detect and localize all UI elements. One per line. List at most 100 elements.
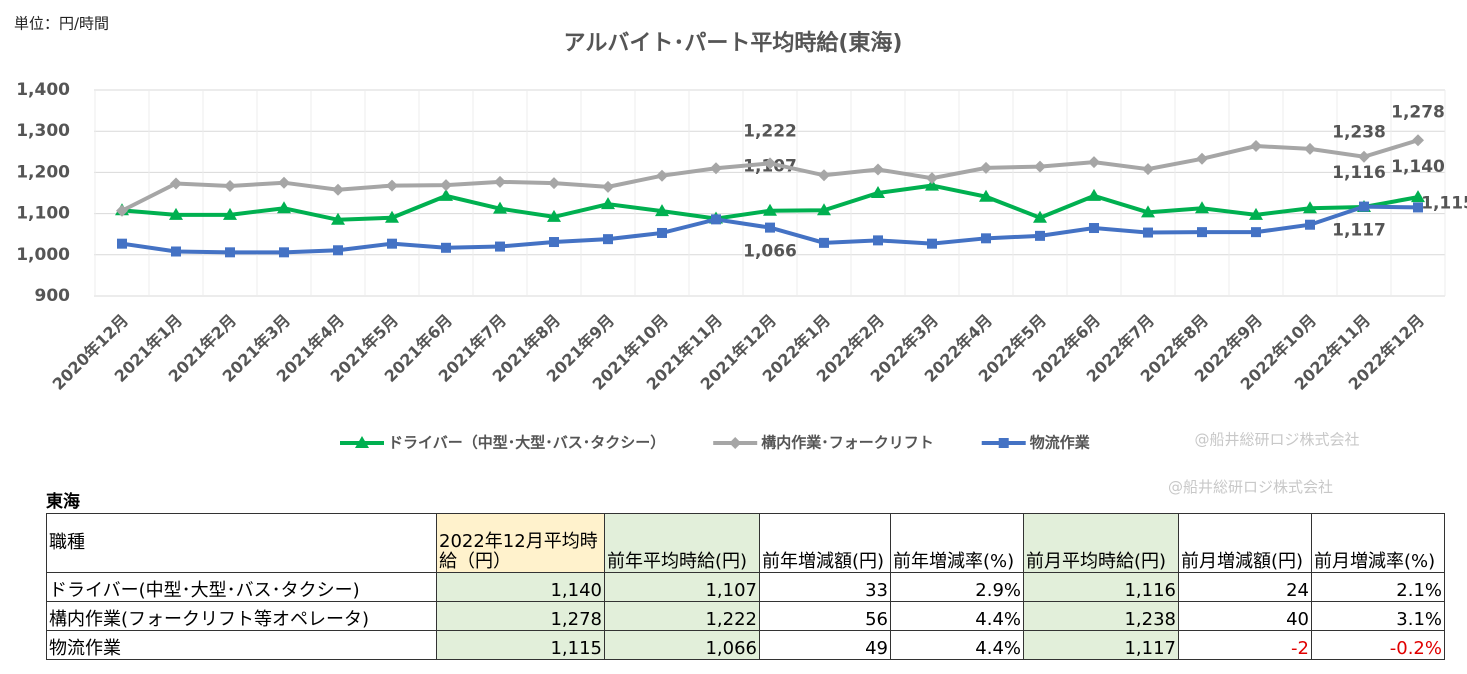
marker [1034, 160, 1046, 173]
table-cell: 56 [759, 601, 891, 631]
marker [765, 222, 775, 233]
table-cell: 49 [759, 630, 891, 660]
chart-title: アルバイト･パート平均時給(東海) [564, 30, 903, 56]
marker [1087, 188, 1101, 201]
table-cell: 前月増減率(%) [1311, 513, 1445, 573]
marker [277, 201, 291, 214]
marker [655, 204, 669, 217]
y-tick-label: 1,200 [16, 162, 70, 182]
marker [656, 169, 668, 182]
table-cell: 24 [1178, 572, 1312, 602]
marker [1305, 219, 1315, 230]
marker [170, 177, 182, 190]
marker [169, 207, 183, 220]
marker [1250, 140, 1262, 153]
marker [1249, 207, 1263, 220]
marker [279, 247, 289, 258]
marker [333, 245, 343, 256]
marker [495, 241, 505, 252]
marker [332, 183, 344, 196]
marker [1358, 150, 1370, 163]
marker [1033, 210, 1047, 223]
marker [657, 227, 667, 238]
marker [117, 238, 127, 249]
table-cell: 40 [1178, 601, 1312, 631]
marker [440, 179, 452, 192]
marker [116, 204, 128, 217]
marker [764, 157, 776, 170]
data-label: 1,140 [1391, 157, 1445, 177]
marker [1035, 230, 1045, 241]
table-cell: 物流作業 [46, 630, 437, 660]
data-label: 1,278 [1391, 102, 1445, 122]
data-label: 1,222 [743, 121, 797, 141]
data-label: 1,117 [1332, 221, 1386, 241]
marker [1089, 223, 1099, 234]
table-cell: 前年平均時給(円) [604, 513, 760, 573]
marker [331, 212, 345, 225]
table-row: 物流作業 1,115 1,066 49 4.4% 1,117 -2 -0.2% [46, 630, 1445, 660]
region-title: 東海 [46, 492, 80, 512]
marker [549, 237, 559, 248]
table-row: 職種 2022年12月平均時給（円） 前年平均時給(円) 前年増減額(円) 前年増減率(… [46, 513, 1445, 573]
table-cell: 4.4% [890, 601, 1024, 631]
y-tick-label: 1,100 [16, 204, 70, 224]
data-label: 1,115 [1421, 193, 1467, 213]
marker [548, 177, 560, 190]
marker [225, 247, 235, 258]
legend-label: ドライバー（中型･大型･バス･タクシー） [388, 434, 665, 452]
table-cell: 1,278 [436, 601, 605, 631]
marker [872, 163, 884, 176]
table-cell: -0.2% [1311, 630, 1445, 660]
legend-label: 構内作業･フォークリフト [761, 434, 934, 452]
table-cell: 2.1% [1311, 572, 1445, 602]
table-cell: 3.1% [1311, 601, 1445, 631]
table-cell: 33 [759, 572, 891, 602]
marker [998, 438, 1009, 448]
marker [1359, 201, 1369, 212]
marker [979, 189, 993, 202]
table-cell: 1,140 [436, 572, 605, 602]
table-cell: 1,222 [604, 601, 760, 631]
watermark: @船井総研ロジ株式会社 [1194, 431, 1359, 449]
table-cell: 1,107 [604, 572, 760, 602]
marker [1251, 227, 1261, 238]
marker [439, 188, 453, 201]
data-label: 1,066 [743, 242, 797, 262]
marker [441, 242, 451, 253]
marker [926, 172, 938, 185]
marker [873, 235, 883, 246]
marker [729, 437, 742, 449]
table-cell: 1,238 [1023, 601, 1179, 631]
marker [1088, 156, 1100, 169]
data-label: 1,238 [1332, 123, 1386, 143]
table-cell: 1,066 [604, 630, 760, 660]
marker [386, 179, 398, 192]
marker [355, 436, 369, 448]
marker [711, 214, 721, 225]
table-cell: 2022年12月平均時給（円） [436, 513, 605, 573]
marker [763, 203, 777, 216]
table-row: 構内作業(フォークリフト等オペレータ) 1,278 1,222 56 4.4% 1,238… [46, 601, 1445, 631]
table-cell: 2.9% [890, 572, 1024, 602]
marker [1196, 152, 1208, 165]
legend-label: 物流作業 [1030, 434, 1091, 452]
marker [871, 186, 885, 198]
marker [1142, 163, 1154, 176]
table-cell: ドライバー(中型･大型･バス･タクシー) [46, 572, 437, 602]
marker [980, 161, 992, 174]
unit-note: 単位：円/時間 [14, 15, 109, 33]
table-cell: -2 [1178, 630, 1312, 660]
marker [1197, 227, 1207, 238]
y-tick-label: 900 [35, 286, 71, 306]
table-cell: 前月増減額(円) [1178, 513, 1312, 573]
table-cell: 1,115 [436, 630, 605, 660]
marker [602, 180, 614, 193]
marker [1304, 142, 1316, 155]
table-cell: 前月平均時給(円) [1023, 513, 1179, 573]
marker [1303, 201, 1317, 214]
y-tick-label: 1,300 [16, 121, 70, 141]
marker [817, 203, 831, 216]
marker [493, 201, 507, 214]
